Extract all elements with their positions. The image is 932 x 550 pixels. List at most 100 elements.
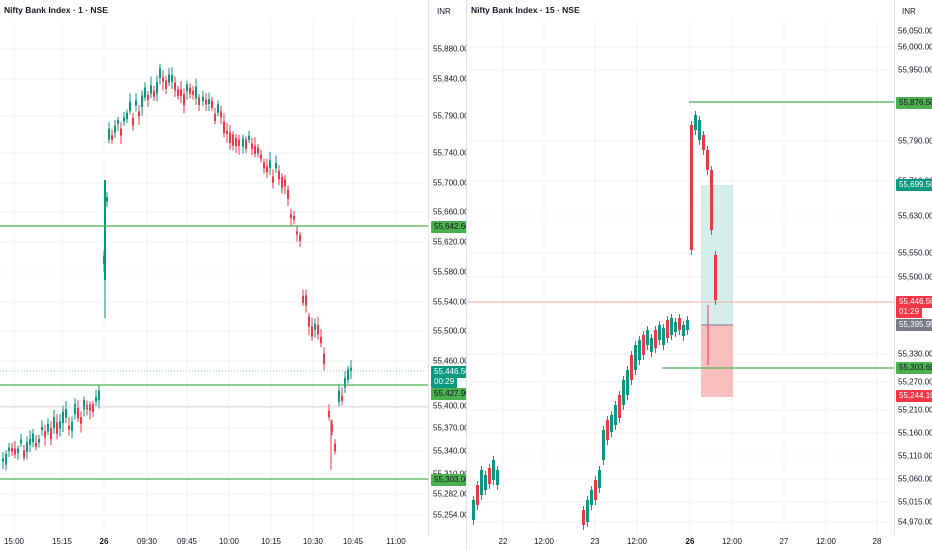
left-time-tick: 09:45 <box>176 537 198 546</box>
right-top-partial-tick: 56,050.00 <box>898 26 932 36</box>
candle-body <box>174 82 176 91</box>
candle-body <box>614 405 617 425</box>
candle-body <box>135 100 137 106</box>
chart-pane-15min[interactable]: Nifty Bank Index · 15 · NSE INR 56,050.0… <box>467 0 932 550</box>
right-price-tick: 55,630.00 <box>898 211 932 221</box>
candle-body <box>323 353 325 365</box>
candle-body <box>165 80 167 90</box>
candle-body <box>26 442 28 452</box>
candle-body <box>211 100 213 108</box>
candle-body <box>248 135 250 140</box>
candle-body <box>662 328 665 345</box>
left-time-tick: 26 <box>99 537 109 546</box>
candle-body <box>32 433 34 443</box>
candle-body <box>80 417 82 424</box>
candle-body <box>281 176 283 188</box>
pane-divider[interactable] <box>466 0 467 550</box>
candle-body <box>11 448 13 452</box>
candle-body <box>229 132 231 144</box>
right-entry-badge: 55,395.95 <box>896 319 932 331</box>
left-price-axis-border <box>428 0 429 535</box>
candle-body <box>23 450 25 458</box>
candle-body <box>638 340 641 360</box>
candle-body <box>138 111 140 117</box>
candle-body <box>65 408 67 418</box>
candle-body <box>235 137 237 147</box>
left-level-lower-badge: 55,303.00 <box>431 474 466 486</box>
left-price-tick: 55,880.00 <box>433 44 466 54</box>
candle-body <box>50 428 52 440</box>
candle-body <box>260 154 262 160</box>
candle-body <box>162 77 164 82</box>
candle-body <box>205 99 207 105</box>
candle-body <box>232 134 234 146</box>
candle-body <box>694 115 697 130</box>
candle-body <box>223 121 225 134</box>
candle-body <box>38 438 40 443</box>
right-time-tick: 12:00 <box>815 537 837 546</box>
candle-body <box>238 139 240 147</box>
left-time-tick: 10:00 <box>218 537 240 546</box>
candle-body <box>56 422 58 434</box>
left-price-tick: 55,580.00 <box>433 267 466 277</box>
candle-body <box>590 490 593 505</box>
right-price-tick: 55,330.00 <box>898 349 932 359</box>
left-countdown-badge: 00:29 <box>431 376 458 388</box>
right-stop-badge: 55,244.10 <box>896 390 932 402</box>
right-price-tick: 55,270.00 <box>898 377 932 387</box>
candle-body <box>674 322 677 332</box>
candle-body <box>686 320 689 330</box>
candle-body <box>83 400 85 410</box>
right-time-tick: 12:00 <box>533 537 555 546</box>
candle-body <box>108 128 110 140</box>
right-chart-canvas[interactable] <box>467 0 932 550</box>
candle-body <box>214 113 216 122</box>
candle-body <box>472 500 475 520</box>
candle-body <box>95 396 97 402</box>
right-price-tick: 55,550.00 <box>898 248 932 258</box>
candle-body <box>496 470 499 485</box>
candle-body <box>242 138 244 147</box>
candle-body <box>296 231 298 235</box>
candle-body <box>180 89 182 96</box>
candle-body <box>484 475 487 490</box>
right-price-tick: 55,500.00 <box>898 272 932 282</box>
candle-body <box>678 318 681 330</box>
candle-body <box>77 407 79 419</box>
candle-body <box>29 438 31 445</box>
candle-body <box>198 97 200 106</box>
candle-body <box>129 101 131 112</box>
candle-body <box>168 74 170 83</box>
candle-body <box>111 135 113 140</box>
candle-body <box>646 330 649 345</box>
candle-body <box>606 420 609 440</box>
candle-body <box>156 82 158 94</box>
candle-body <box>44 431 46 438</box>
candle-body <box>341 395 343 401</box>
right-time-tick: 28 <box>872 537 882 546</box>
left-time-tick: 09:30 <box>136 537 158 546</box>
candle-body <box>650 338 653 352</box>
left-price-tick: 55,460.00 <box>433 356 466 366</box>
candle-body <box>602 430 605 460</box>
candle-body <box>123 117 125 122</box>
left-price-tick: 55,400.00 <box>433 401 466 411</box>
candle-body <box>59 421 61 429</box>
left-chart-canvas[interactable] <box>0 0 466 550</box>
left-time-tick: 15:00 <box>3 537 25 546</box>
candle-body <box>269 160 271 168</box>
right-time-tick: 26 <box>685 537 695 546</box>
left-time-tick: 10:45 <box>342 537 364 546</box>
chart-pane-1min[interactable]: Nifty Bank Index · 1 · NSE INR 55,880.00… <box>0 0 466 550</box>
candle-body <box>308 316 310 327</box>
left-chart-title: Nifty Bank Index · 1 · NSE <box>4 5 108 15</box>
candle-body <box>47 423 49 432</box>
left-price-tick: 55,740.00 <box>433 148 466 158</box>
candle-body <box>347 369 349 381</box>
candle-body <box>610 415 613 432</box>
candle-body <box>202 96 204 102</box>
candle-body <box>189 87 191 94</box>
left-level-upper-badge: 55,642.60 <box>431 221 466 233</box>
candle-body <box>245 139 247 149</box>
candle-body <box>186 84 188 92</box>
